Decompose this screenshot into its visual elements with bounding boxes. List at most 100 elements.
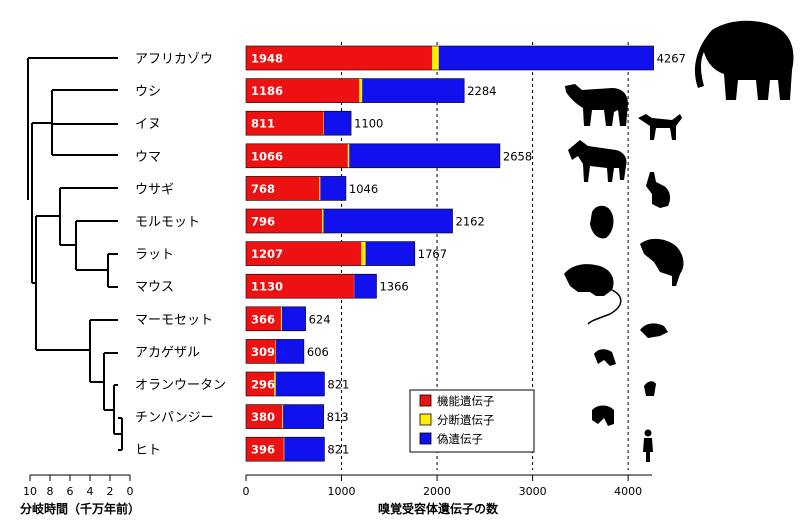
macaque-icon — [594, 349, 616, 366]
bar-segment-11-2 — [283, 404, 324, 429]
bar-segment-5-2 — [323, 209, 453, 233]
total-count-label: 821 — [327, 378, 349, 392]
species-label: マーモセット — [135, 313, 213, 328]
functional-count-label: 811 — [251, 117, 275, 131]
bar-segment-1-2 — [362, 78, 465, 103]
bar-segment-8-2 — [281, 306, 306, 331]
functional-count-label: 796 — [251, 215, 275, 229]
bar-segment-7-2 — [354, 274, 377, 299]
tree-tick-label: 2 — [107, 485, 114, 498]
functional-count-label: 1207 — [251, 247, 283, 261]
bar-segment-8-1 — [280, 306, 282, 331]
horse-icon — [568, 140, 627, 182]
bar-outline-12 — [245, 436, 325, 462]
bar-outline-6 — [245, 241, 416, 266]
bar-outline-9 — [245, 339, 305, 364]
bar-segment-10-0 — [246, 372, 275, 396]
human-icon — [643, 429, 653, 462]
total-count-label: 2658 — [503, 149, 532, 163]
total-count-label: 2284 — [467, 84, 496, 98]
bar-segment-1-0 — [246, 78, 360, 103]
bar-outline-11 — [245, 404, 324, 429]
species-label: ヒト — [135, 443, 161, 458]
functional-count-label: 1948 — [251, 52, 283, 66]
bar-segment-3-1 — [347, 143, 350, 168]
functional-count-label: 396 — [251, 443, 275, 457]
bar-segment-6-2 — [365, 241, 415, 266]
bar-segment-2-2 — [323, 111, 352, 136]
species-label: マウス — [135, 280, 174, 295]
bar-segment-6-0 — [246, 241, 362, 266]
functional-count-label: 1130 — [251, 280, 283, 294]
bar-segment-5-1 — [322, 209, 324, 233]
bar-outline-1 — [245, 78, 465, 103]
functional-count-label: 296 — [251, 378, 275, 392]
bar-segment-10-1 — [274, 372, 276, 396]
legend-label: 分断遺伝子 — [437, 413, 495, 427]
total-count-label: 624 — [309, 312, 331, 326]
species-label: アカゲザル — [135, 345, 200, 360]
bar-segment-11-0 — [246, 404, 283, 429]
tree-branch-rodent — [75, 221, 108, 271]
tree-tick-label: 0 — [127, 485, 134, 498]
tree-tick-label: 4 — [87, 485, 94, 498]
bar-tick-label: 4000 — [614, 485, 642, 498]
bar-outline-8 — [245, 306, 306, 332]
bar-segment-5-0 — [246, 209, 323, 233]
species-labels: アフリカゾウウシイヌウマウサギモルモットラットマウスマーモセットアカゲザルオラン… — [135, 52, 226, 458]
guinea-pig-icon — [590, 205, 614, 239]
bar-segment-3-2 — [349, 143, 500, 168]
species-label: モルモット — [135, 215, 200, 230]
bar-segment-4-0 — [246, 176, 320, 201]
bar-outline-5 — [245, 208, 453, 234]
species-label: オランウータン — [135, 378, 226, 393]
functional-count-label: 1186 — [251, 84, 283, 98]
rabbit-icon — [646, 172, 671, 208]
bar-segment-9-0 — [246, 339, 276, 364]
total-count-label: 1046 — [349, 182, 378, 196]
bar-segment-0-2 — [438, 46, 654, 70]
bar-outline-4 — [245, 176, 347, 201]
bar-segment-3-0 — [246, 143, 348, 168]
species-label: アフリカゾウ — [135, 52, 213, 67]
bar-outline-0 — [245, 45, 654, 71]
species-label: ラット — [135, 248, 174, 263]
bar-tick-label: 1000 — [328, 485, 356, 498]
tree-branch-boreoeutheria — [31, 122, 52, 284]
legend-label: 偽遺伝子 — [437, 432, 483, 446]
tree-axis-title: 分岐時間（千万年前） — [20, 501, 140, 516]
tree-branch-hominid — [104, 385, 115, 434]
bar-segment-8-0 — [246, 306, 281, 331]
bar-outline-3 — [245, 143, 501, 169]
bar-axis-title: 嗅覚受容体遺伝子の数 — [378, 501, 499, 516]
bar-segment-12-2 — [284, 437, 325, 462]
dog-icon — [638, 114, 682, 140]
tree-branch-homo-pan — [114, 418, 123, 450]
bar-segment-7-0 — [246, 274, 354, 299]
bar-tick-label: 3000 — [519, 485, 547, 498]
bar-outline-10 — [245, 371, 325, 397]
bar-outline-7 — [245, 273, 377, 299]
bars: 1948 4267 1186 2284 811 1100 1066 2658 768 1046 79… — [245, 45, 686, 462]
bar-segment-4-1 — [319, 176, 321, 201]
bar-tick-label: 0 — [243, 485, 250, 498]
legend-label: 機能遺伝子 — [437, 394, 495, 408]
tree-tick-label: 8 — [47, 485, 54, 498]
cow-icon — [565, 84, 628, 126]
bar-segment-2-0 — [246, 111, 324, 136]
chimpanzee-icon — [592, 405, 614, 426]
silhouettes — [564, 20, 794, 462]
species-label: ウサギ — [135, 182, 174, 197]
bar-segment-4-2 — [320, 176, 346, 201]
legend-swatch — [419, 394, 432, 407]
bar-x-axis: 0 1000 2000 3000 4000 嗅覚受容体遺伝子の数 — [243, 474, 652, 516]
species-label: チンパンジー — [135, 411, 214, 426]
bar-segment-10-2 — [275, 372, 325, 396]
functional-count-label: 366 — [251, 312, 275, 326]
bar-segment-0-1 — [432, 46, 439, 70]
total-count-label: 1366 — [379, 280, 408, 294]
bar-segment-1-1 — [359, 78, 363, 103]
marmoset-icon — [640, 323, 668, 338]
functional-count-label: 768 — [251, 182, 275, 196]
